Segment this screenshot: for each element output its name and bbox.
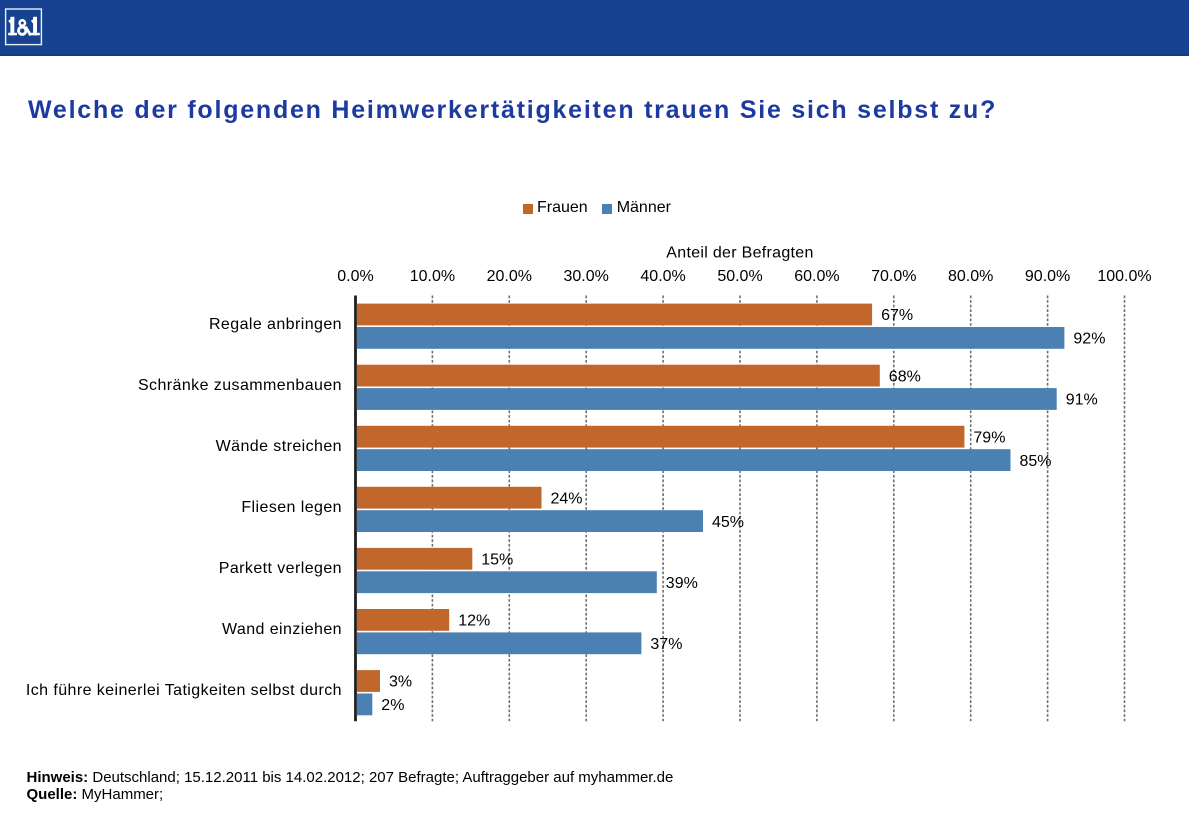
svg-text:37%: 37%: [650, 636, 682, 653]
svg-text:40.0%: 40.0%: [640, 268, 685, 285]
svg-text:67%: 67%: [881, 307, 913, 324]
svg-text:39%: 39%: [666, 575, 698, 592]
svg-text:92%: 92%: [1073, 331, 1105, 348]
svg-text:90.0%: 90.0%: [1025, 268, 1070, 285]
svg-text:45%: 45%: [712, 514, 744, 531]
svg-text:100.0%: 100.0%: [1097, 268, 1151, 285]
svg-text:10.0%: 10.0%: [410, 268, 455, 285]
svg-text:24%: 24%: [551, 490, 583, 507]
svg-text:79%: 79%: [973, 429, 1005, 446]
svg-text:3%: 3%: [389, 674, 412, 691]
svg-text:50.0%: 50.0%: [717, 268, 762, 285]
svg-text:20.0%: 20.0%: [487, 268, 532, 285]
svg-text:12%: 12%: [458, 613, 490, 630]
svg-text:60.0%: 60.0%: [794, 268, 839, 285]
svg-text:85%: 85%: [1020, 453, 1052, 470]
svg-text:80.0%: 80.0%: [948, 268, 993, 285]
svg-text:30.0%: 30.0%: [564, 268, 609, 285]
svg-text:68%: 68%: [889, 368, 921, 385]
svg-text:Anteil der Befragten: Anteil der Befragten: [666, 245, 813, 262]
svg-text:15%: 15%: [481, 552, 513, 569]
svg-text:91%: 91%: [1066, 392, 1098, 409]
svg-text:2%: 2%: [381, 697, 404, 714]
svg-text:0.0%: 0.0%: [337, 268, 373, 285]
svg-text:70.0%: 70.0%: [871, 268, 916, 285]
